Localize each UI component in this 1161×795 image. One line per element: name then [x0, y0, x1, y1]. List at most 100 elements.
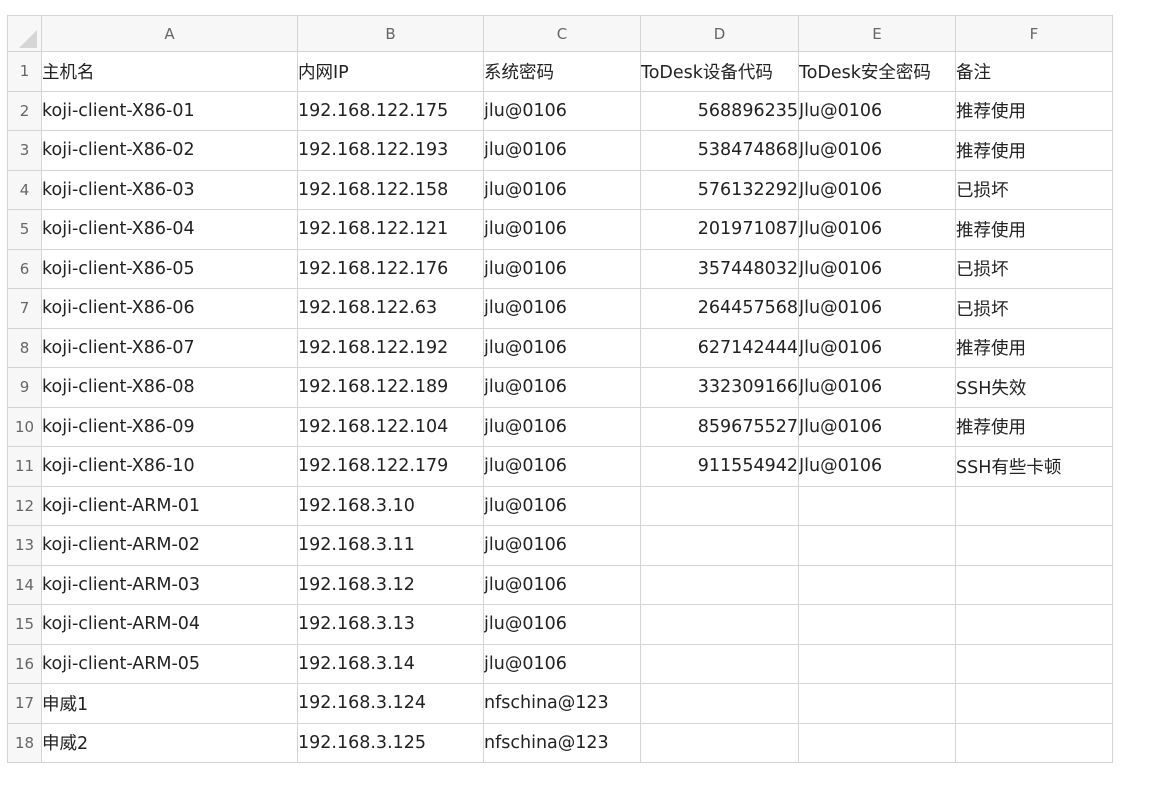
cell-d[interactable]: 576132292	[640, 169, 799, 210]
cell-b[interactable]: 192.168.3.125	[297, 722, 484, 763]
row-header[interactable]: 15	[7, 604, 42, 645]
cell-f[interactable]: 已损坏	[955, 248, 1113, 289]
cell-d[interactable]: 627142444	[640, 327, 799, 368]
row-header[interactable]: 12	[7, 485, 42, 526]
cell-d[interactable]: 201971087	[640, 209, 799, 250]
cell-a[interactable]: koji-client-X86-03	[41, 169, 298, 210]
cell-c[interactable]: 系统密码	[483, 51, 641, 92]
row-header[interactable]: 10	[7, 406, 42, 447]
cell-b[interactable]: 192.168.3.10	[297, 485, 484, 526]
cell-b[interactable]: 192.168.122.189	[297, 367, 484, 408]
row-header[interactable]: 7	[7, 288, 42, 329]
cell-e[interactable]: Jlu@0106	[798, 169, 956, 210]
cell-c[interactable]: jlu@0106	[483, 209, 641, 250]
cell-d[interactable]: 357448032	[640, 248, 799, 289]
cell-a[interactable]: koji-client-X86-04	[41, 209, 298, 250]
cell-d[interactable]: 859675527	[640, 406, 799, 447]
cell-a[interactable]: koji-client-X86-10	[41, 446, 298, 487]
cell-e[interactable]: Jlu@0106	[798, 209, 956, 250]
cell-e[interactable]	[798, 722, 956, 763]
row-header[interactable]: 6	[7, 248, 42, 289]
cell-c[interactable]: jlu@0106	[483, 169, 641, 210]
cell-d[interactable]	[640, 525, 799, 566]
row-header[interactable]: 11	[7, 446, 42, 487]
cell-c[interactable]: jlu@0106	[483, 406, 641, 447]
cell-b[interactable]: 内网IP	[297, 51, 484, 92]
cell-e[interactable]	[798, 604, 956, 645]
row-header[interactable]: 1	[7, 51, 42, 92]
cell-c[interactable]: jlu@0106	[483, 130, 641, 171]
row-header[interactable]: 9	[7, 367, 42, 408]
cell-d[interactable]	[640, 683, 799, 724]
cell-d[interactable]	[640, 485, 799, 526]
cell-f[interactable]: 推荐使用	[955, 327, 1113, 368]
cell-c[interactable]: jlu@0106	[483, 643, 641, 684]
cell-d[interactable]: ToDesk设备代码	[640, 51, 799, 92]
cell-f[interactable]	[955, 604, 1113, 645]
cell-f[interactable]: 推荐使用	[955, 406, 1113, 447]
cell-f[interactable]: SSH失效	[955, 367, 1113, 408]
cell-e[interactable]	[798, 643, 956, 684]
cell-b[interactable]: 192.168.3.14	[297, 643, 484, 684]
cell-d[interactable]	[640, 722, 799, 763]
cell-d[interactable]: 911554942	[640, 446, 799, 487]
column-header-a[interactable]: A	[41, 15, 298, 52]
cell-a[interactable]: koji-client-X86-09	[41, 406, 298, 447]
cell-e[interactable]: Jlu@0106	[798, 446, 956, 487]
row-header[interactable]: 2	[7, 90, 42, 131]
cell-b[interactable]: 192.168.122.158	[297, 169, 484, 210]
cell-c[interactable]: jlu@0106	[483, 90, 641, 131]
cell-a[interactable]: koji-client-X86-02	[41, 130, 298, 171]
cell-f[interactable]	[955, 722, 1113, 763]
cell-a[interactable]: koji-client-X86-05	[41, 248, 298, 289]
column-header-d[interactable]: D	[640, 15, 799, 52]
cell-a[interactable]: 申威2	[41, 722, 298, 763]
row-header[interactable]: 17	[7, 683, 42, 724]
cell-f[interactable]: 备注	[955, 51, 1113, 92]
cell-c[interactable]: jlu@0106	[483, 327, 641, 368]
row-header[interactable]: 3	[7, 130, 42, 171]
cell-c[interactable]: jlu@0106	[483, 485, 641, 526]
cell-e[interactable]: Jlu@0106	[798, 367, 956, 408]
cell-f[interactable]	[955, 485, 1113, 526]
cell-a[interactable]: koji-client-X86-07	[41, 327, 298, 368]
cell-b[interactable]: 192.168.122.121	[297, 209, 484, 250]
cell-d[interactable]	[640, 564, 799, 605]
cell-a[interactable]: koji-client-X86-08	[41, 367, 298, 408]
cell-d[interactable]: 538474868	[640, 130, 799, 171]
row-header[interactable]: 5	[7, 209, 42, 250]
cell-f[interactable]: 推荐使用	[955, 209, 1113, 250]
cell-e[interactable]	[798, 485, 956, 526]
cell-e[interactable]	[798, 525, 956, 566]
cell-f[interactable]	[955, 643, 1113, 684]
cell-e[interactable]	[798, 683, 956, 724]
cell-f[interactable]	[955, 683, 1113, 724]
cell-c[interactable]: jlu@0106	[483, 446, 641, 487]
cell-e[interactable]: Jlu@0106	[798, 288, 956, 329]
cell-b[interactable]: 192.168.3.124	[297, 683, 484, 724]
cell-a[interactable]: koji-client-ARM-02	[41, 525, 298, 566]
cell-d[interactable]	[640, 643, 799, 684]
cell-b[interactable]: 192.168.122.63	[297, 288, 484, 329]
cell-d[interactable]: 568896235	[640, 90, 799, 131]
cell-a[interactable]: koji-client-ARM-03	[41, 564, 298, 605]
cell-d[interactable]: 264457568	[640, 288, 799, 329]
cell-c[interactable]: jlu@0106	[483, 367, 641, 408]
cell-e[interactable]: Jlu@0106	[798, 327, 956, 368]
cell-a[interactable]: 申威1	[41, 683, 298, 724]
column-header-f[interactable]: F	[955, 15, 1113, 52]
select-all-corner[interactable]	[7, 15, 42, 52]
cell-b[interactable]: 192.168.3.11	[297, 525, 484, 566]
cell-d[interactable]	[640, 604, 799, 645]
cell-b[interactable]: 192.168.122.193	[297, 130, 484, 171]
cell-b[interactable]: 192.168.122.175	[297, 90, 484, 131]
row-header[interactable]: 14	[7, 564, 42, 605]
cell-f[interactable]: 推荐使用	[955, 90, 1113, 131]
row-header[interactable]: 8	[7, 327, 42, 368]
row-header[interactable]: 13	[7, 525, 42, 566]
cell-c[interactable]: jlu@0106	[483, 604, 641, 645]
cell-b[interactable]: 192.168.122.179	[297, 446, 484, 487]
column-header-e[interactable]: E	[798, 15, 956, 52]
cell-e[interactable]: ToDesk安全密码	[798, 51, 956, 92]
cell-b[interactable]: 192.168.3.12	[297, 564, 484, 605]
